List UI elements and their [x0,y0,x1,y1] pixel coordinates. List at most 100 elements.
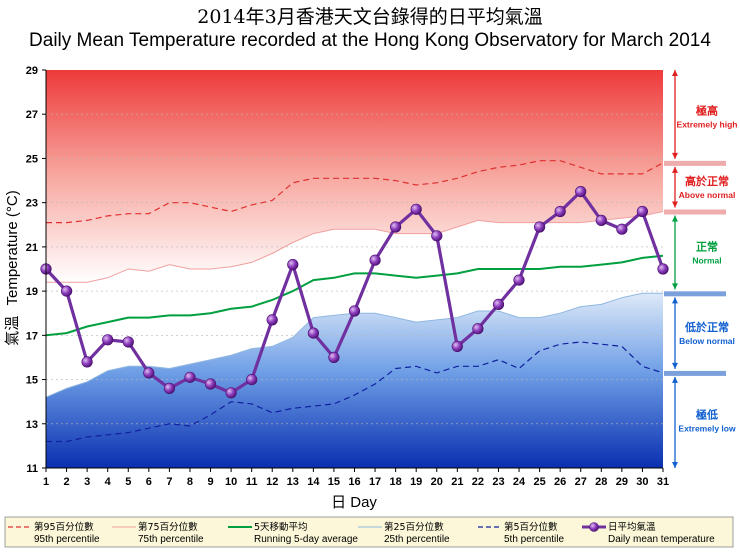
daily-mean-point [533,221,546,233]
y-tick-label: 29 [26,65,38,77]
x-tick-label: 13 [287,476,299,488]
x-tick-label: 27 [575,476,587,488]
x-tick-label: 17 [369,476,381,488]
daily-mean-point [143,367,155,379]
daily-mean-point [616,223,628,235]
x-axis-title-zh: 日 [331,494,346,511]
below-25th-region [46,293,663,468]
daily-mean-point [163,382,175,395]
band-label-zh: 正常 [696,239,718,253]
x-tick-label: 14 [307,476,320,488]
daily-mean-point [492,298,505,311]
legend-label-zh: 5天移動平均 [254,521,308,533]
daily-mean-point [554,205,566,218]
daily-mean-point [266,314,278,326]
daily-mean-point [204,378,217,390]
daily-mean-point [513,274,525,286]
daily-mean-point [595,214,607,226]
daily-mean-point [60,285,73,297]
daily-mean-point [390,221,402,233]
legend-box [4,516,734,548]
x-tick-label: 3 [84,476,90,488]
x-tick-label: 26 [554,476,566,488]
x-tick-label: 21 [451,476,463,488]
x-tick-label: 23 [492,476,504,488]
legend-swatch-dot [589,522,599,532]
y-tick-label: 23 [26,198,38,210]
x-tick-label: 8 [187,476,193,488]
series-layer [40,160,669,443]
band-label-zh: 高於正常 [685,174,729,188]
arrow-below-normal-head-top [672,297,678,304]
x-axis-title-en: Day [350,494,377,511]
daily-mean-point [246,374,258,386]
x-tick-label: 9 [207,476,213,488]
y-tick-label: 19 [26,286,38,298]
arrow-normal-head-top [672,215,678,222]
chart-title: Daily Mean Temperature recorded at the H… [29,30,711,51]
y-tick-label: 17 [26,330,38,342]
x-tick-label: 18 [390,476,402,488]
y-axis-title-zh: 氣溫 [4,316,21,346]
daily-mean-point [348,305,361,317]
y-axis-title: 氣溫 Temperature (°C) [4,190,21,345]
x-tick-label: 10 [225,476,237,488]
x-tick-label: 30 [636,476,648,488]
daily-mean-point [657,263,669,275]
x-tick-label: 16 [348,476,360,488]
x-tick-label: 5 [125,476,131,488]
x-tick-label: 28 [595,476,607,488]
x-axis-title: 日 Day [331,494,377,511]
above-75th-region [46,70,663,283]
x-tick-label: 6 [146,476,152,488]
arrow-extremely-high-head-bottom [672,152,678,159]
daily-mean-point [184,371,196,383]
band-label-en: Extremely low [678,423,736,433]
legend-label-zh: 第5百分位數 [504,521,558,533]
x-tick-label: 29 [616,476,628,488]
x-tick-label: 22 [472,476,484,488]
band-separator [664,291,726,297]
daily-mean-point [451,340,463,353]
band-annotations: 極高 Extremely high 高於正常 Above normal 正常 Normal… [664,70,737,468]
x-tick-label: 1 [43,476,49,488]
arrow-below-normal-head-bottom [672,362,678,369]
legend-label-en: 95th percentile [34,534,100,545]
legend-label-en: 5th percentile [504,534,564,545]
x-tick-label: 4 [105,476,112,488]
y-tick-label: 13 [26,419,38,431]
y-axis-title-en: Temperature (°C) [4,190,21,305]
series-95th-percentile [46,160,664,224]
band-label-en: Extremely high [677,119,738,129]
x-tick-label: 11 [246,476,258,488]
daily-mean-point [410,203,422,215]
band-label-en: Below normal [679,336,735,346]
band-label-zh: 低於正常 [684,320,729,334]
daily-mean-point [287,259,299,271]
y-tick-label: 27 [26,109,38,121]
series-75th-percentile [46,211,664,283]
series-running-average [45,254,664,337]
band-label-zh: 極低 [695,407,718,421]
legend-label-en: 75th percentile [138,534,204,545]
legend-label-zh: 第95百分位數 [34,521,94,533]
daily-mean-point [575,186,587,198]
daily-mean-point [636,205,649,218]
x-tick-label: 2 [64,476,70,488]
legend-label-en: 25th percentile [384,534,450,545]
daily-mean-point [431,230,443,242]
x-tick-label: 12 [266,476,278,488]
y-tick-label: 21 [26,242,38,254]
daily-mean-point [81,356,93,368]
daily-mean-point [102,334,114,346]
band-separator [664,209,726,215]
x-tick-label: 31 [657,476,669,488]
band-label-en: Normal [692,255,721,265]
arrow-extremely-high-head-top [672,70,678,76]
x-tick-label: 7 [166,476,172,488]
band-label-en: Above normal [679,190,736,200]
y-tick-label: 15 [26,375,38,387]
daily-mean-point [472,323,484,335]
